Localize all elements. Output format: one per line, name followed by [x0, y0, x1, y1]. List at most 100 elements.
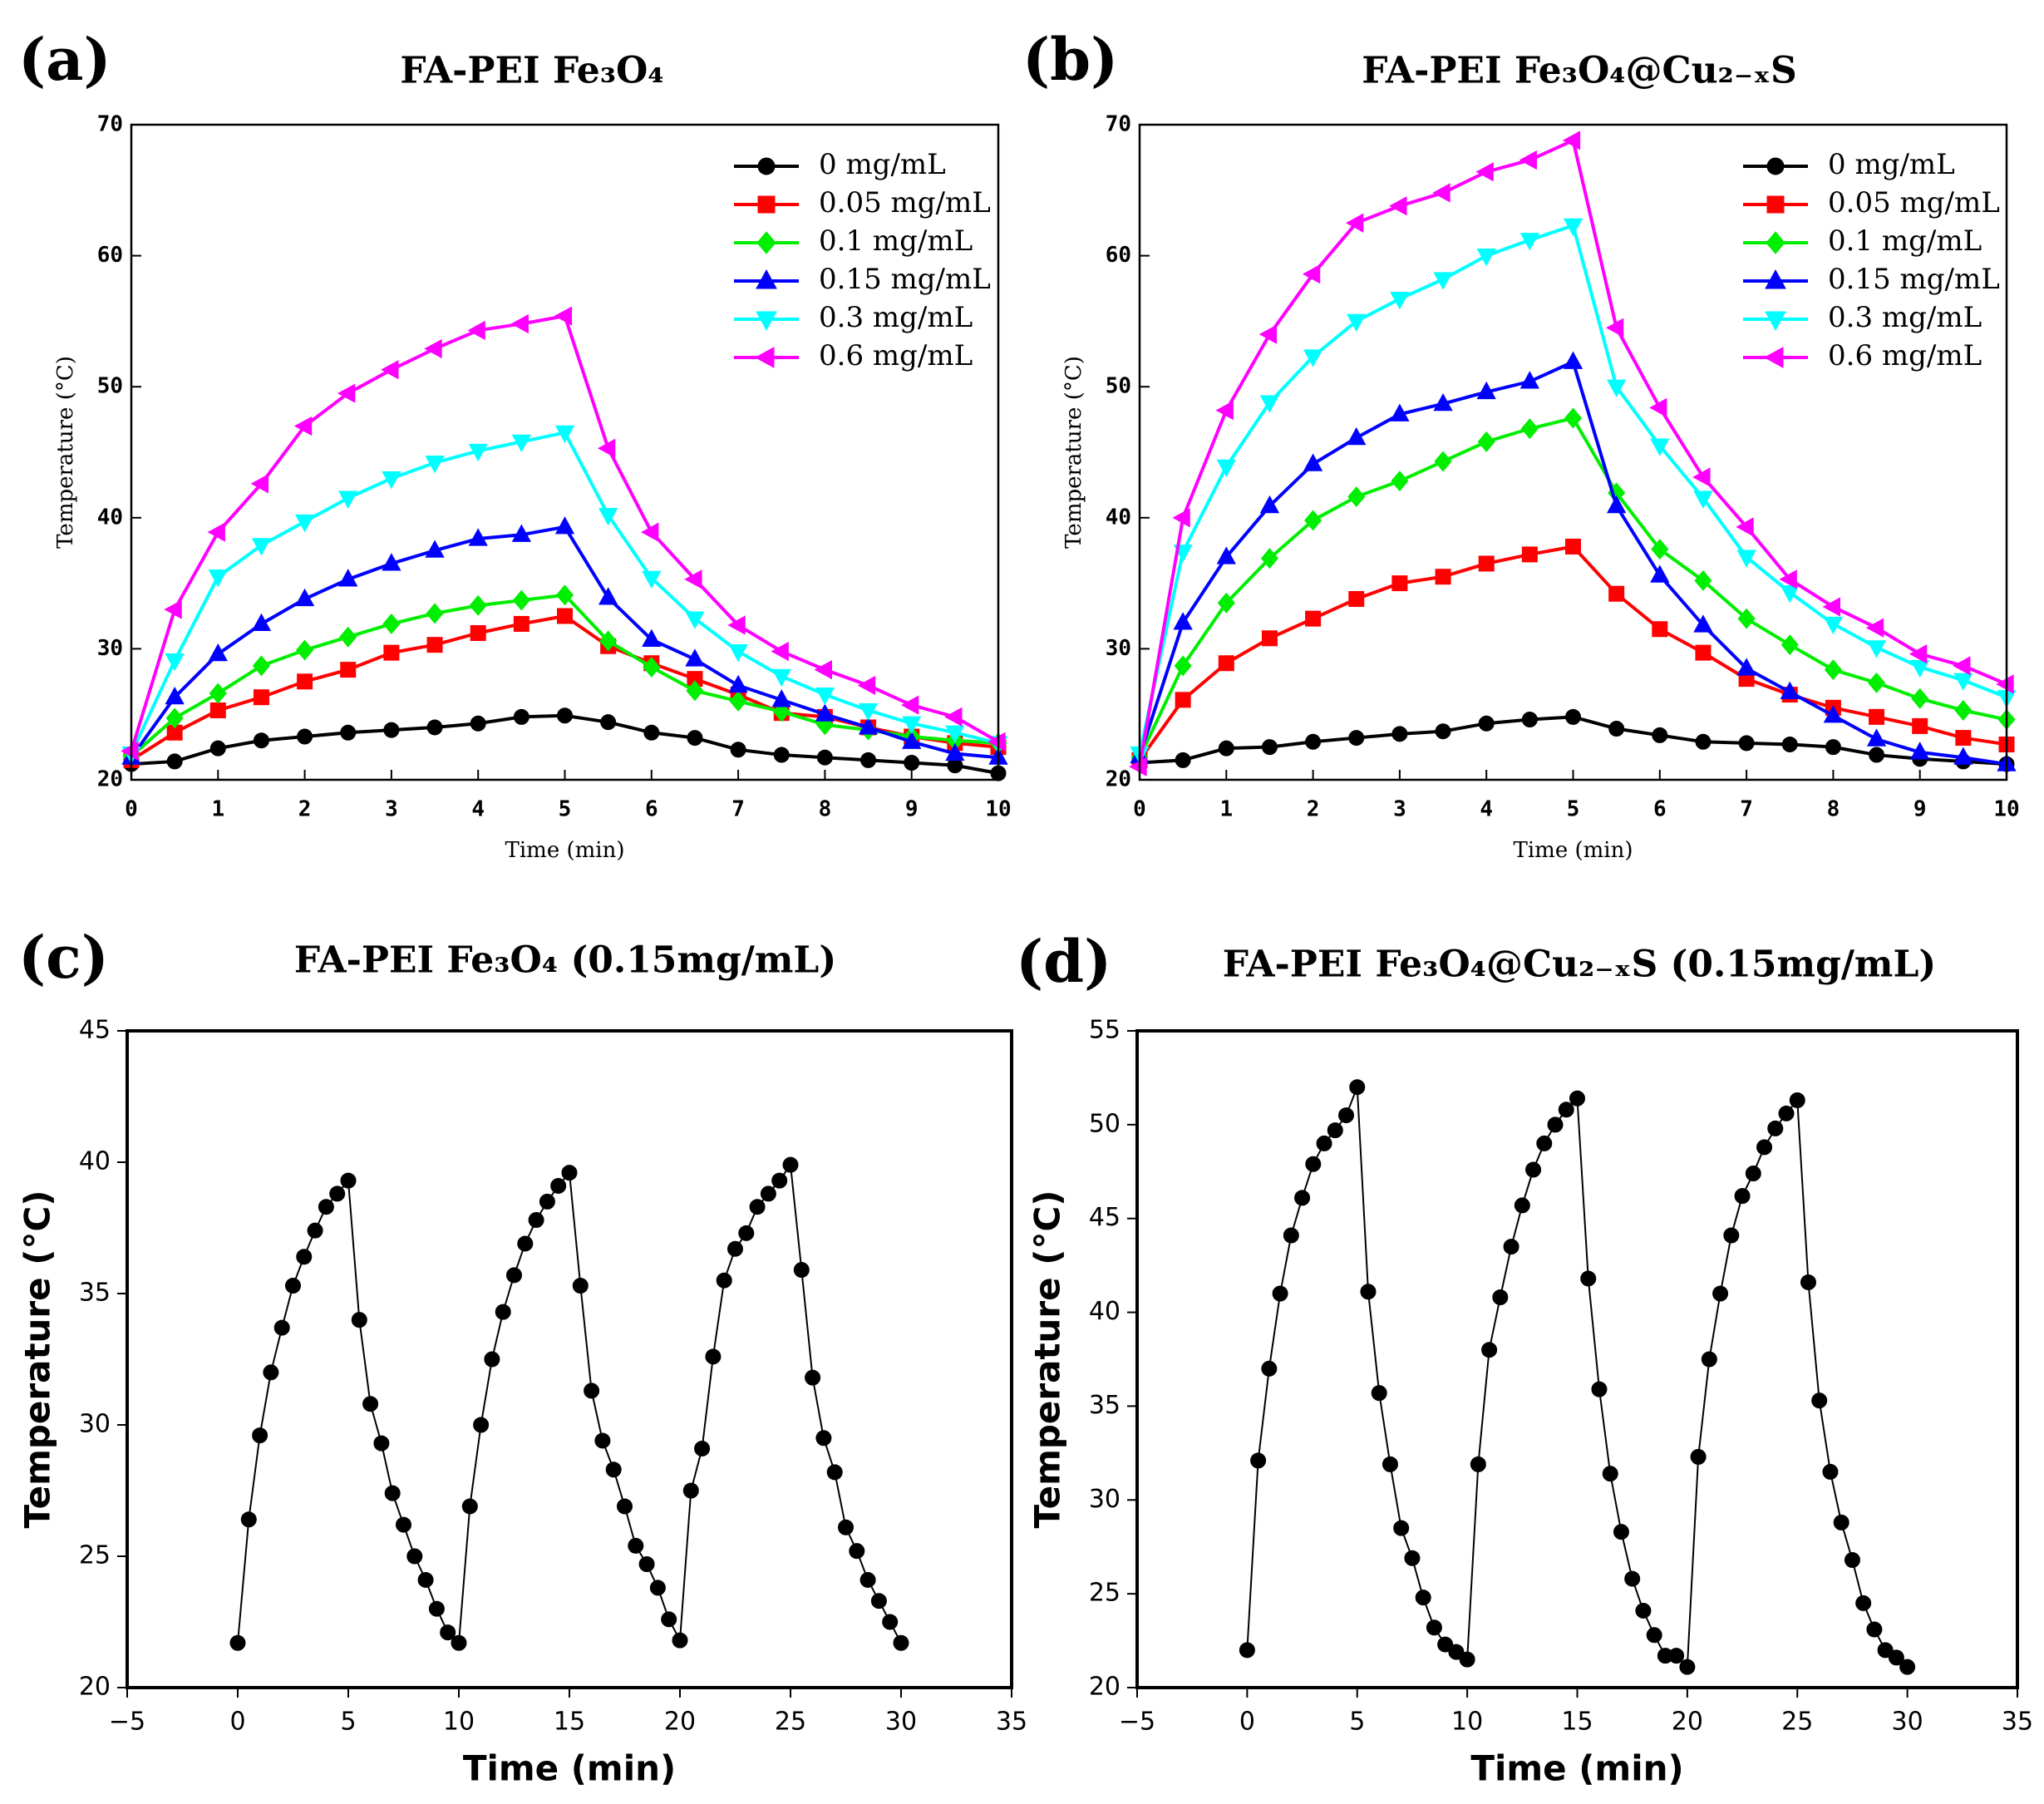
x-tick-label: 2 [298, 797, 312, 822]
x-axis-label: Time (min) [1470, 1748, 1683, 1789]
marker [469, 594, 487, 616]
marker [165, 686, 185, 705]
marker [1695, 733, 1712, 750]
marker [1690, 1448, 1707, 1465]
marker [1635, 1602, 1652, 1619]
marker [749, 1199, 766, 1215]
marker [468, 443, 488, 462]
y-tick-label: 60 [97, 243, 123, 268]
x-tick-label: 15 [1561, 1708, 1593, 1737]
x-axis-label: Time (min) [463, 1748, 676, 1789]
marker [1433, 272, 1453, 290]
marker [1558, 1102, 1574, 1118]
marker [598, 508, 618, 526]
marker [1175, 752, 1191, 768]
marker [661, 1611, 677, 1628]
series-line [1138, 416, 2007, 759]
marker [461, 1498, 478, 1515]
marker [1668, 1648, 1685, 1664]
y-tick-label: 40 [1106, 505, 1131, 530]
legend-label: 0.1 mg/mL [819, 224, 973, 258]
marker [1953, 673, 1973, 691]
marker [705, 1348, 722, 1365]
marker [1780, 585, 1800, 604]
chart-panel: (d) FA-PEI Fe₃O₄@Cu₂₋ₓS (0.15mg/mL) Time (… [1016, 927, 2033, 1789]
marker [1865, 618, 1884, 638]
marker [684, 569, 702, 589]
marker [273, 1319, 290, 1336]
marker [382, 553, 401, 571]
marker [329, 1185, 346, 1202]
marker [1302, 264, 1321, 284]
marker [1624, 1570, 1641, 1587]
marker [738, 1225, 755, 1241]
marker [1562, 131, 1581, 150]
marker [250, 474, 269, 494]
legend-label: 0.15 mg/mL [1828, 263, 2000, 296]
marker [1646, 1627, 1662, 1644]
marker [584, 1383, 600, 1399]
marker [1869, 747, 1885, 763]
marker [805, 1369, 821, 1386]
marker [318, 1199, 334, 1215]
marker [944, 707, 963, 727]
marker [815, 687, 835, 706]
marker [1349, 1079, 1366, 1096]
marker [362, 1396, 379, 1412]
marker [165, 707, 184, 729]
marker [1605, 318, 1624, 338]
marker [858, 702, 879, 722]
marker [1348, 730, 1365, 747]
marker [643, 656, 661, 678]
marker [339, 626, 357, 648]
marker [1216, 546, 1236, 564]
marker [685, 648, 705, 667]
marker [814, 659, 832, 680]
marker [771, 1172, 788, 1189]
marker [1866, 640, 1887, 658]
marker [1825, 739, 1841, 756]
marker [1745, 1166, 1761, 1182]
marker [598, 587, 618, 605]
marker [687, 730, 703, 747]
legend-marker [756, 269, 777, 289]
legend-label: 0.05 mg/mL [1828, 186, 2000, 219]
marker [594, 1432, 611, 1449]
marker [1327, 1122, 1343, 1139]
marker [1391, 575, 1408, 592]
marker [253, 732, 269, 749]
marker [1519, 233, 1539, 251]
y-tick-label: 45 [1089, 1203, 1121, 1232]
x-tick-label: 5 [1567, 797, 1580, 822]
marker [557, 608, 573, 624]
y-tick-label: 40 [97, 505, 123, 530]
x-tick-label: 0 [125, 797, 138, 822]
marker [600, 714, 617, 731]
marker [1514, 1197, 1530, 1214]
marker [1869, 708, 1885, 725]
marker [252, 1427, 268, 1444]
marker [1261, 630, 1278, 647]
y-tick-label: 45 [79, 1016, 111, 1045]
y-tick-label: 55 [1089, 1016, 1121, 1045]
marker [440, 1624, 456, 1641]
legend-marker [1765, 311, 1786, 332]
marker [1779, 569, 1797, 589]
marker [550, 1177, 567, 1194]
marker [1260, 548, 1279, 569]
marker [1899, 1659, 1916, 1675]
marker [771, 641, 789, 662]
marker [1780, 634, 1799, 656]
marker [424, 338, 442, 359]
marker [338, 490, 358, 509]
marker [729, 690, 747, 712]
marker [251, 613, 272, 632]
marker [1564, 407, 1583, 429]
marker [229, 1634, 246, 1651]
marker [1371, 1385, 1387, 1402]
marker [340, 662, 357, 678]
marker [1521, 712, 1538, 728]
marker [1261, 1360, 1278, 1377]
marker [1649, 397, 1667, 418]
